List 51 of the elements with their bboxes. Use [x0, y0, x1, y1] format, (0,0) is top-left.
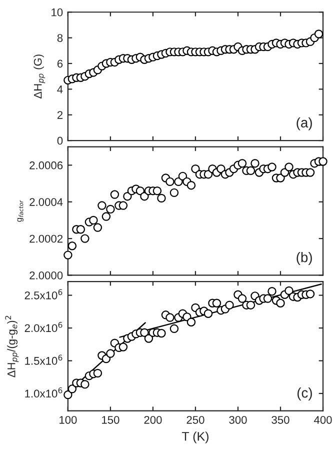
x-tick-label: 200: [144, 416, 162, 424]
y-tick-label: 1.5x10$^{6}$: [25, 354, 62, 365]
annotation: (c): [297, 388, 312, 400]
point: [186, 318, 196, 326]
y-tick-label: 8: [57, 34, 63, 42]
point: [80, 380, 90, 389]
point: [204, 309, 213, 318]
x-tick-label: 250: [186, 416, 204, 424]
point: [276, 298, 285, 308]
y-axis-title: g$_{factor}$: [17, 200, 24, 222]
y-tick-label: 2.0x10$^{6}$: [24, 322, 62, 332]
point: [284, 286, 294, 296]
x-tick-label: 100: [60, 416, 77, 424]
point: [263, 294, 272, 303]
y-tick-label: 10: [52, 8, 63, 16]
point: [118, 342, 128, 352]
y-tick-label: 2: [57, 111, 63, 119]
y-tick-label: 2.0000: [30, 272, 63, 280]
y-tick-label: 4: [57, 86, 63, 94]
point: [268, 286, 276, 296]
point: [68, 384, 77, 394]
y-tick-label: 0: [57, 136, 63, 145]
annotation: (b): [296, 252, 312, 265]
point: [306, 290, 315, 298]
x-tick-label: 350: [272, 416, 290, 424]
point: [314, 30, 324, 38]
y-tick-label: 6: [57, 60, 63, 68]
point: [64, 390, 72, 400]
y-tick-label: 1.0x10$^{6}$: [25, 387, 62, 398]
x-tick-label: 150: [102, 416, 120, 424]
y-axis-title: ΔH$_{pp}$/(g-g$_{e}$)$^{2}$: [5, 316, 19, 378]
y-tick-label: 2.0002: [30, 234, 63, 243]
x-tick-label: 300: [229, 416, 247, 424]
point: [157, 328, 166, 338]
point: [212, 298, 222, 308]
y-tick-label: 2.5x10$^{6}$: [24, 289, 62, 300]
point: [140, 328, 149, 337]
y-axis-title: ΔH$_{pp}$ (G): [34, 54, 46, 98]
point: [246, 300, 256, 310]
point: [93, 368, 102, 378]
y-tick-label: 2.0004: [30, 198, 63, 206]
x-axis-title: T (K): [182, 432, 208, 444]
point: [225, 300, 234, 310]
point: [238, 294, 247, 303]
point: [166, 313, 174, 322]
y-tick-label: 2.0006: [30, 161, 63, 170]
point: [144, 334, 154, 343]
annotation: (a): [296, 117, 312, 130]
x-tick-label: 400: [314, 416, 332, 424]
point: [170, 324, 179, 334]
point: [106, 349, 115, 358]
